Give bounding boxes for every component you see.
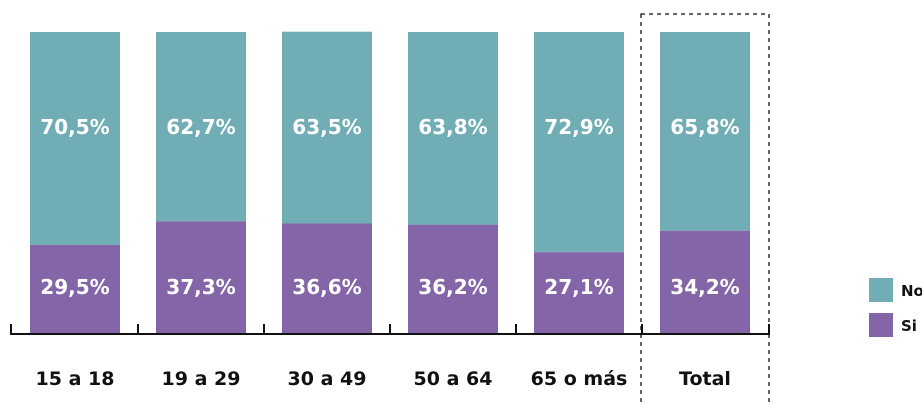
- bar-no: [408, 32, 498, 225]
- bar-si: [156, 221, 246, 334]
- data-label-no: 72,9%: [544, 115, 613, 139]
- category-label: 15 a 18: [36, 368, 115, 390]
- bar-no: [30, 32, 120, 245]
- bar-si: [282, 223, 372, 334]
- bars-layer: 70,5% 29,5% 62,7% 37,3% 63,5% 36,6% 63,8% 36,2%…: [30, 31, 750, 334]
- data-label-no: 65,8%: [670, 115, 739, 139]
- legend: No Si: [869, 278, 922, 337]
- category-label: 19 a 29: [162, 368, 241, 390]
- bar-si: [408, 224, 498, 334]
- data-label-si: 36,6%: [292, 275, 361, 299]
- legend-swatch-no: [869, 278, 893, 302]
- category-label: 65 o más: [531, 368, 628, 390]
- x-axis: [10, 324, 770, 335]
- bar-no: [156, 32, 246, 222]
- data-label-si: 34,2%: [670, 275, 739, 299]
- category-labels: 15 a 18 19 a 29 30 a 49 50 a 64 65 o más Tota…: [36, 368, 731, 390]
- bar-no: [282, 31, 372, 224]
- data-label-si: 27,1%: [544, 275, 613, 299]
- bar-no: [534, 32, 624, 253]
- bar-si: [534, 252, 624, 334]
- total-highlight-box: [640, 13, 770, 403]
- data-label-no: 70,5%: [40, 115, 109, 139]
- category-label: 50 a 64: [414, 368, 493, 390]
- category-label: Total: [679, 368, 731, 390]
- bar-si: [660, 230, 750, 334]
- legend-label-no: No: [901, 282, 922, 300]
- data-label-si: 37,3%: [166, 275, 235, 299]
- bar-no: [660, 32, 750, 231]
- data-label-no: 63,5%: [292, 115, 361, 139]
- legend-label-si: Si: [901, 317, 917, 335]
- data-label-si: 29,5%: [40, 275, 109, 299]
- data-label-no: 63,8%: [418, 115, 487, 139]
- data-label-si: 36,2%: [418, 275, 487, 299]
- legend-swatch-si: [869, 313, 893, 337]
- category-label: 30 a 49: [288, 368, 367, 390]
- bar-si: [30, 244, 120, 334]
- data-label-no: 62,7%: [166, 115, 235, 139]
